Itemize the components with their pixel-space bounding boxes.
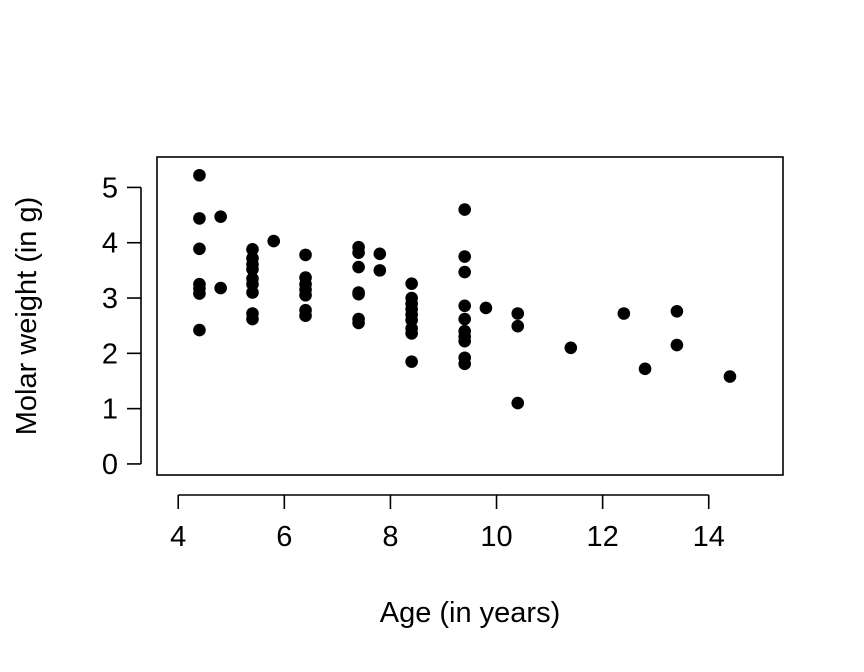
- data-point: [246, 312, 259, 326]
- data-point: [670, 338, 684, 352]
- y-axis-label: Molar weight (in g): [11, 197, 43, 436]
- data-point: [193, 242, 206, 256]
- data-point: [352, 246, 365, 259]
- data-points: [193, 168, 737, 410]
- data-point: [352, 287, 365, 301]
- data-point: [458, 299, 471, 313]
- x-axis-label: Age (in years): [380, 597, 561, 629]
- data-point: [405, 277, 418, 290]
- data-point: [458, 357, 471, 371]
- data-point: [299, 248, 312, 262]
- data-point: [193, 212, 206, 225]
- x-tick-label: 4: [170, 521, 186, 553]
- y-tick-label: 2: [102, 338, 118, 370]
- data-point: [479, 301, 493, 315]
- data-point: [193, 168, 206, 182]
- data-point: [246, 262, 259, 276]
- y-tick-label: 1: [102, 394, 118, 426]
- x-tick-label: 6: [276, 521, 292, 553]
- data-point: [458, 334, 471, 348]
- data-point: [214, 281, 227, 295]
- data-point: [564, 341, 578, 355]
- data-point: [352, 316, 365, 330]
- data-point: [458, 250, 471, 263]
- y-tick-label: 5: [102, 172, 118, 204]
- data-point: [352, 260, 365, 274]
- data-point: [458, 203, 471, 216]
- data-point: [638, 362, 652, 376]
- data-point: [617, 307, 631, 320]
- x-tick-label: 14: [693, 521, 725, 553]
- x-tick-label: 12: [586, 521, 618, 553]
- x-tick-label: 8: [382, 521, 398, 553]
- data-point: [373, 247, 387, 261]
- data-point: [246, 286, 259, 299]
- data-point: [458, 265, 471, 279]
- data-point: [458, 312, 471, 326]
- y-tick-label: 3: [102, 283, 118, 315]
- x-axis: 4 6 8 10 12 14: [170, 494, 725, 553]
- data-point: [511, 396, 525, 410]
- data-point: [511, 319, 525, 333]
- data-point: [246, 243, 259, 256]
- data-point: [511, 307, 525, 320]
- data-point: [405, 355, 418, 368]
- y-axis: 0 1 2 3 4 5: [102, 172, 142, 481]
- data-point: [373, 264, 387, 277]
- y-tick-label: 0: [102, 449, 118, 481]
- plot-frame: [156, 156, 784, 476]
- data-point: [670, 304, 684, 318]
- data-point: [299, 309, 312, 323]
- data-point: [193, 323, 206, 337]
- x-tick-label: 10: [480, 521, 512, 553]
- data-point: [405, 327, 418, 340]
- data-point: [193, 287, 206, 300]
- data-point: [299, 288, 312, 302]
- data-point: [267, 234, 281, 248]
- data-point: [214, 210, 227, 224]
- data-point: [723, 370, 737, 383]
- y-tick-label: 4: [102, 228, 118, 260]
